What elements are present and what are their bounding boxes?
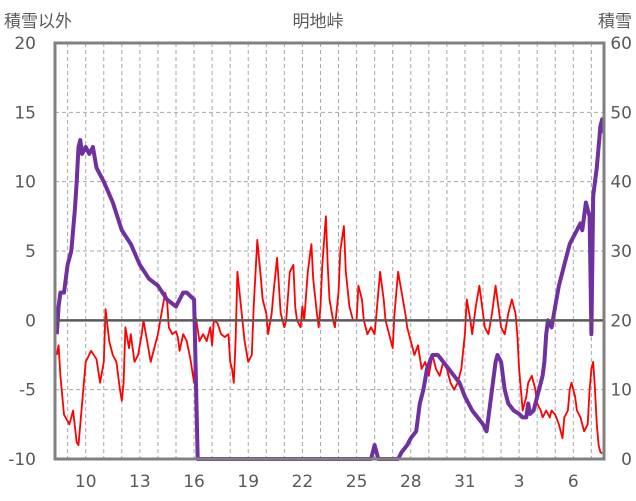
left-tick-label: 10 (14, 173, 36, 193)
left-tick-label: 15 (14, 103, 36, 123)
left-tick-label: -5 (19, 381, 36, 401)
x-axis: 10 13 16 19 22 25 28 31 3 6 (75, 472, 579, 492)
right-tick-label: 60 (610, 34, 632, 54)
right-tick-label: 30 (610, 242, 632, 262)
x-tick-label: 16 (183, 472, 205, 492)
left-tick-label: 5 (25, 242, 36, 262)
x-tick-label: 3 (514, 472, 525, 492)
x-tick-label: 19 (237, 472, 259, 492)
right-tick-label: 40 (610, 173, 632, 193)
right-tick-label: 10 (610, 381, 632, 401)
x-tick-label: 10 (75, 472, 97, 492)
right-tick-label: 0 (621, 450, 632, 470)
x-tick-label: 22 (292, 472, 314, 492)
x-tick-label: 13 (129, 472, 151, 492)
right-tick-label: 20 (610, 311, 632, 331)
snow-depth-line (54, 117, 606, 461)
temperature-line (55, 215, 603, 455)
right-tick-label: 50 (610, 103, 632, 123)
left-tick-label: 20 (14, 34, 36, 54)
x-tick-label: 6 (568, 472, 579, 492)
plot-frame (53, 41, 606, 461)
x-tick-label: 25 (346, 472, 368, 492)
right-axis-label: 積雪 (598, 12, 632, 32)
left-axis-label: 積雪以外 (4, 12, 72, 32)
right-y-axis: 60 50 40 30 20 10 0 (610, 34, 632, 470)
x-tick-label: 28 (400, 472, 422, 492)
left-tick-label: -10 (8, 450, 36, 470)
chart-title: 明地峠 (293, 12, 344, 32)
series-group (54, 117, 606, 461)
left-y-axis: 20 15 10 5 0 -5 -10 (8, 34, 36, 470)
left-tick-label: 0 (25, 311, 36, 331)
x-tick-label: 31 (454, 472, 476, 492)
